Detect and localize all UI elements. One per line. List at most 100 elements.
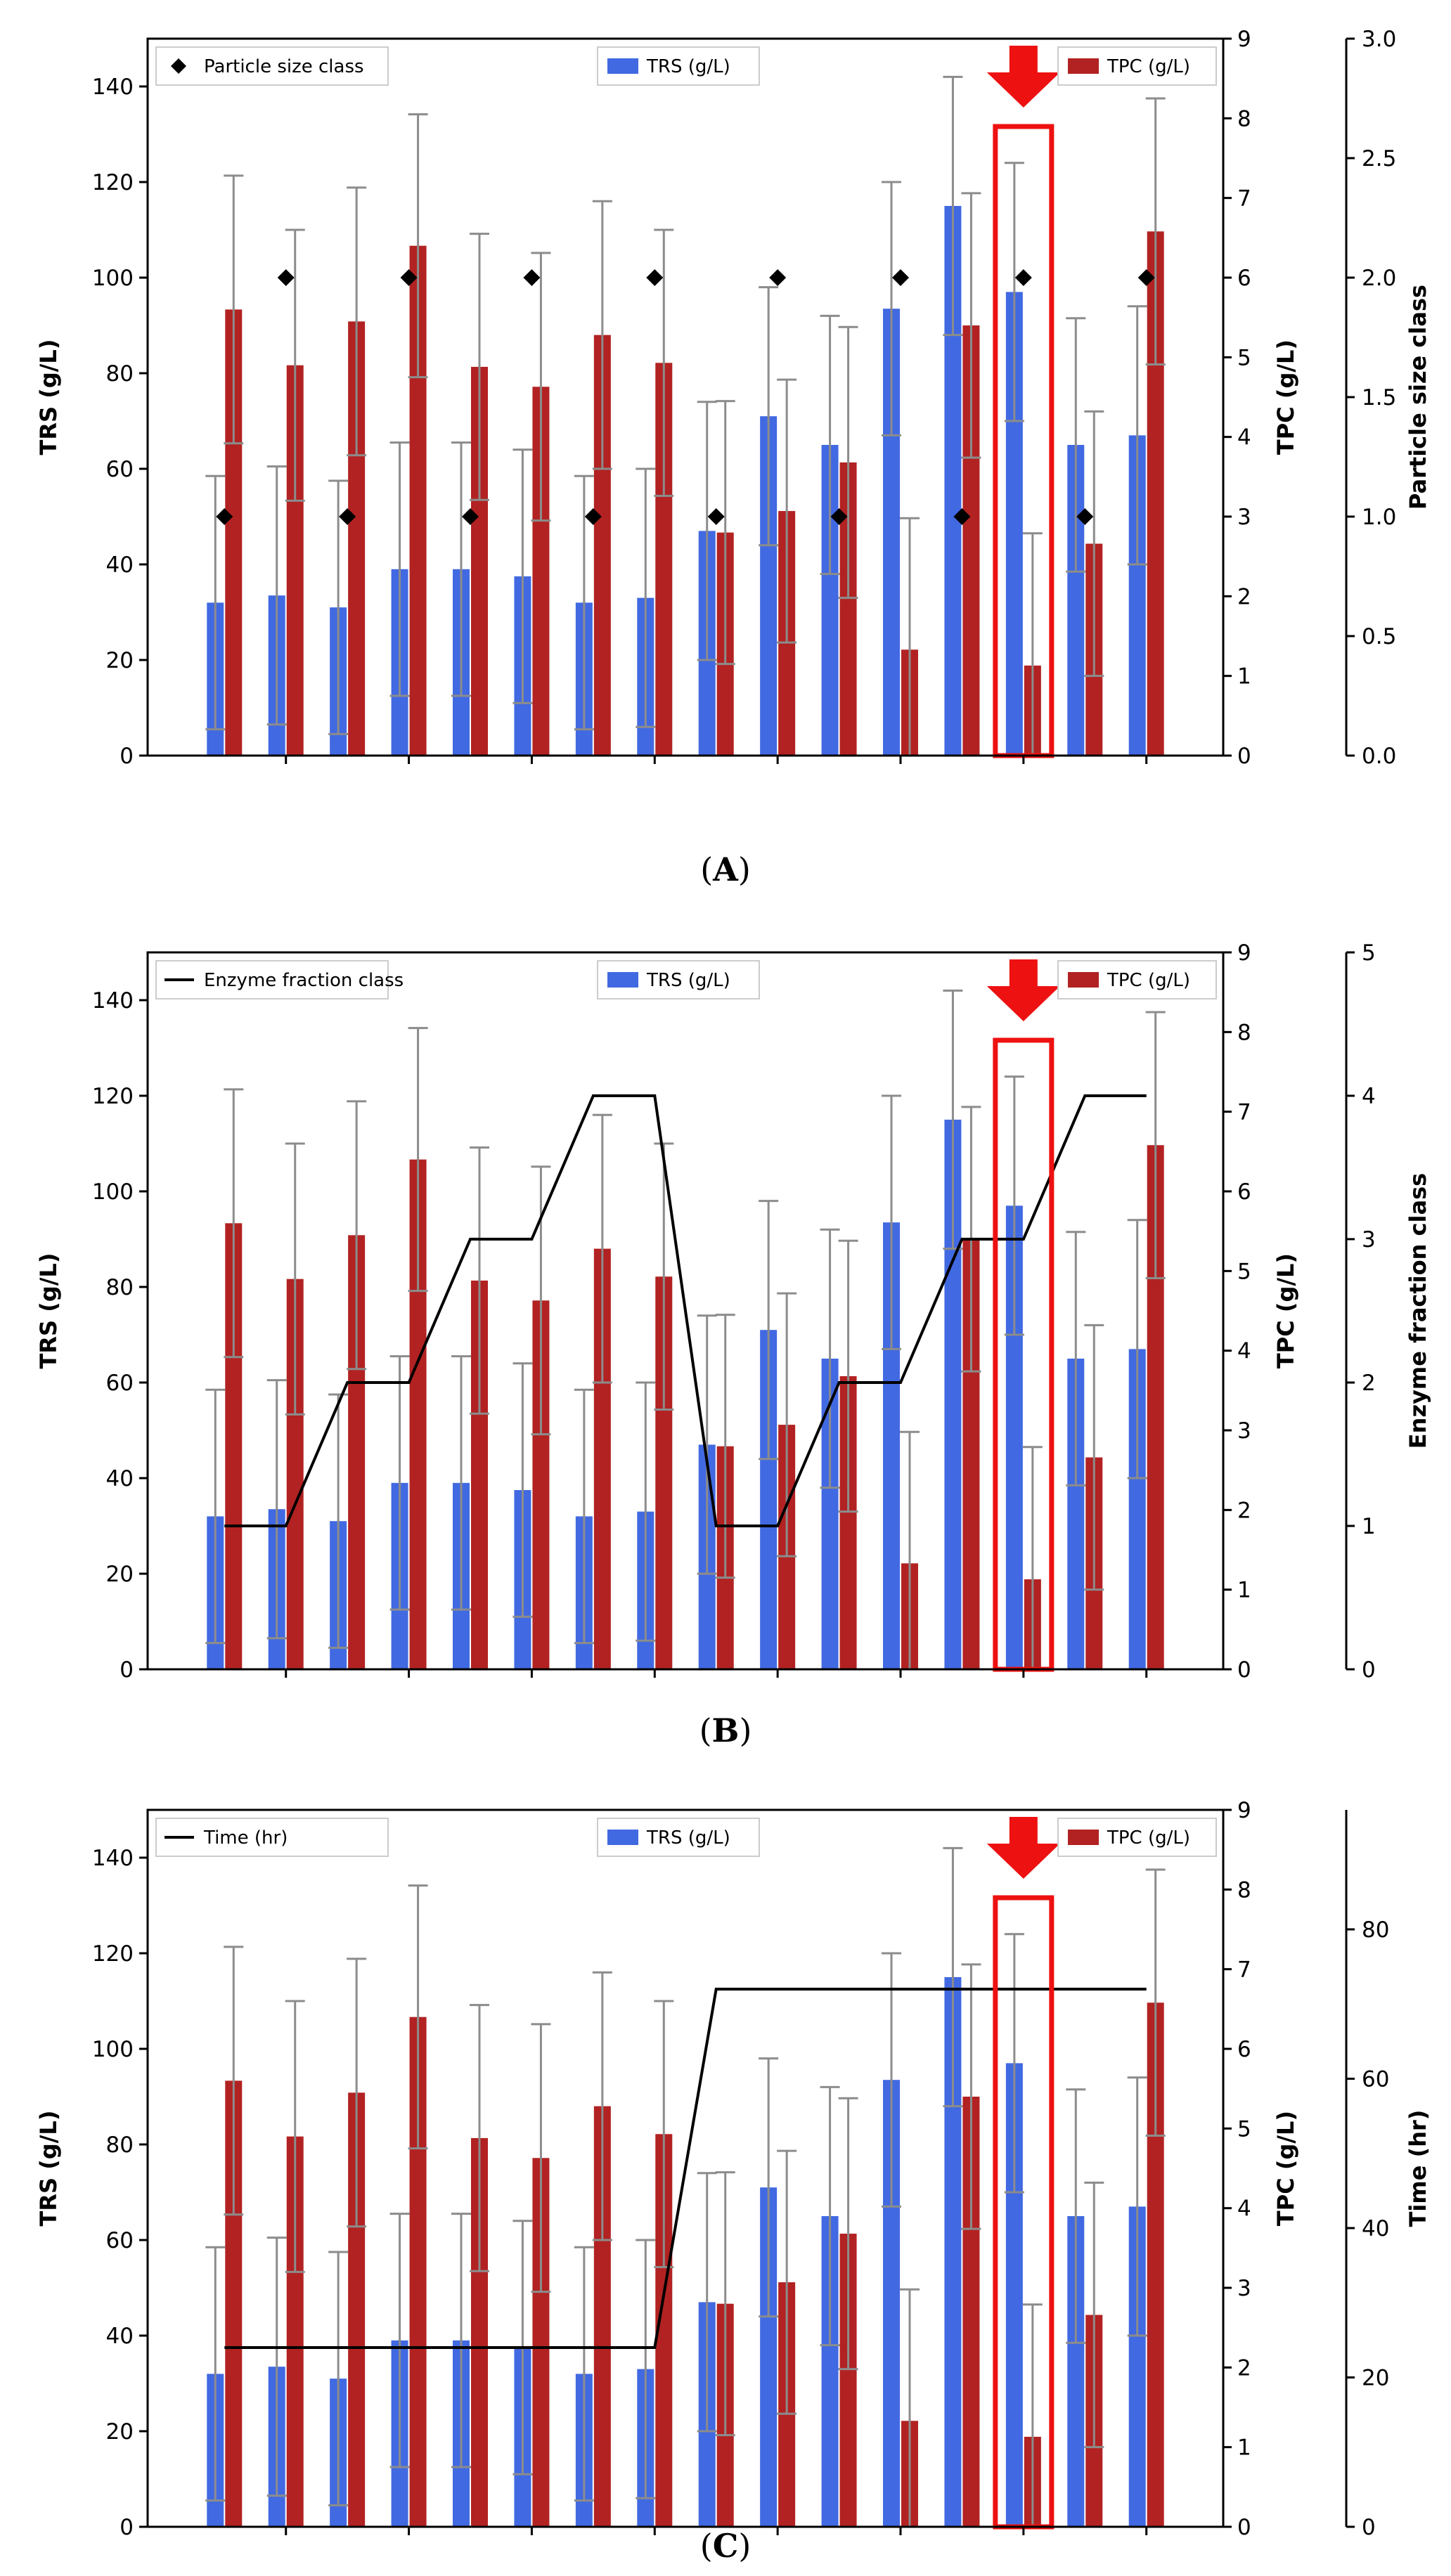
trs-errorbar-a-2 xyxy=(266,465,287,726)
tpc-errorbar-b-9 xyxy=(715,1314,735,1579)
marker-a-14 xyxy=(1014,269,1032,286)
tpc-errorbar-a-8 xyxy=(654,228,674,498)
trs-errorbar-b-12 xyxy=(882,1094,901,1350)
y-axis-title-b: TRS (g/L) xyxy=(35,1253,62,1369)
third-tick-label-a-3.0: 3.0 xyxy=(1362,27,1396,52)
left-tick-label-b-0: 0 xyxy=(120,1657,134,1680)
right-tick-label-c-6: 6 xyxy=(1237,2037,1251,2062)
third-tick-label-c-80: 80 xyxy=(1362,1917,1389,1943)
left-tick-label-a-20: 20 xyxy=(106,648,134,673)
trs-errorbar-a-13 xyxy=(943,75,963,337)
tpc-errorbar-c-2 xyxy=(285,2000,305,2273)
trs-errorbar-c-2 xyxy=(266,2237,287,2497)
tpc-errorbar-a-11 xyxy=(838,325,858,600)
trs-errorbar-c-3 xyxy=(328,2251,349,2506)
right-tick-label-c-2: 2 xyxy=(1237,2355,1251,2381)
right-tick-label-a-1: 1 xyxy=(1237,664,1251,690)
left-tick-label-a-40: 40 xyxy=(106,552,134,578)
marker-a-4 xyxy=(400,269,418,286)
marker-a-9 xyxy=(707,508,725,525)
trs-errorbar-a-15 xyxy=(1066,317,1086,573)
legend-box xyxy=(155,46,389,86)
trs-errorbar-c-9 xyxy=(697,2172,717,2433)
tpc-errorbar-b-16 xyxy=(1145,1011,1166,1280)
tpc-errorbar-c-10 xyxy=(777,2149,797,2415)
third-tick-label-c-20: 20 xyxy=(1362,2366,1389,2391)
trs-errorbar-b-8 xyxy=(636,1381,656,1642)
tpc-errorbar-b-11 xyxy=(838,1239,858,1513)
marker-a-15 xyxy=(1076,508,1094,525)
highlight-box-a xyxy=(993,124,1055,758)
trs-errorbar-b-10 xyxy=(759,1200,779,1461)
legend-marker xyxy=(171,58,186,74)
trs-errorbar-c-16 xyxy=(1127,2076,1147,2337)
marker-a-11 xyxy=(830,508,848,525)
tpc-errorbar-a-2 xyxy=(285,228,305,502)
legend-swatch xyxy=(607,1830,638,1845)
tpc-bar-a-3 xyxy=(348,321,366,756)
legend-label-trs: TRS (g/L) xyxy=(646,56,730,77)
plot-frame-c xyxy=(146,1808,1225,2528)
trs-errorbar-b-3 xyxy=(328,1393,349,1649)
trs-errorbar-b-16 xyxy=(1127,1219,1147,1480)
left-tick-label-a-100: 100 xyxy=(92,266,134,291)
y2-axis-title-c: TPC (g/L) xyxy=(1272,2111,1299,2226)
legend-trs-c: TRS (g/L) xyxy=(597,1818,760,1857)
right-tick-label-b-9: 9 xyxy=(1237,940,1251,966)
marker-a-13 xyxy=(953,508,971,525)
third-tick-label-a-1.5: 1.5 xyxy=(1362,385,1396,410)
tpc-errorbar-c-6 xyxy=(531,2023,551,2293)
legend-label-tpc: TPC (g/L) xyxy=(1107,56,1190,77)
third-tick-label-b-1: 1 xyxy=(1362,1514,1376,1539)
trs-errorbar-c-4 xyxy=(389,2213,410,2468)
third-tick-label-a-1.0: 1.0 xyxy=(1362,505,1396,530)
legend-box xyxy=(155,960,389,999)
trs-errorbar-a-1 xyxy=(205,474,226,731)
tpc-errorbar-a-6 xyxy=(531,252,551,522)
tpc-errorbar-a-10 xyxy=(777,378,797,644)
trs-errorbar-b-2 xyxy=(266,1379,287,1640)
trs-errorbar-b-11 xyxy=(820,1228,840,1489)
third-tick-label-c-40: 40 xyxy=(1362,2216,1389,2241)
trs-errorbar-a-8 xyxy=(636,467,656,728)
tpc-errorbar-b-15 xyxy=(1084,1323,1104,1591)
marker-a-10 xyxy=(769,269,787,286)
right-tick-label-c-8: 8 xyxy=(1237,1877,1251,1903)
tpc-errorbar-b-1 xyxy=(224,1088,244,1359)
right-tick-label-a-6: 6 xyxy=(1237,266,1251,291)
trs-errorbar-b-1 xyxy=(205,1388,226,1645)
left-tick-label-b-40: 40 xyxy=(106,1466,134,1491)
left-tick-label-c-20: 20 xyxy=(106,2419,134,2445)
right-tick-label-a-7: 7 xyxy=(1237,186,1251,212)
trs-errorbar-a-4 xyxy=(389,441,410,697)
third-tick-label-b-4: 4 xyxy=(1362,1084,1376,1109)
tpc-errorbar-b-6 xyxy=(531,1165,551,1436)
left-tick-label-a-0: 0 xyxy=(120,744,134,766)
trs-errorbar-a-16 xyxy=(1127,305,1147,566)
tpc-errorbar-b-8 xyxy=(654,1142,674,1411)
left-tick-label-c-40: 40 xyxy=(106,2324,134,2349)
legend-label-third: Enzyme fraction class xyxy=(204,970,404,991)
right-tick-label-a-2: 2 xyxy=(1237,584,1251,609)
trs-errorbar-a-7 xyxy=(574,474,594,731)
tpc-errorbar-c-16 xyxy=(1145,1868,1166,2137)
right-tick-label-c-9: 9 xyxy=(1237,1798,1251,1823)
marker-a-8 xyxy=(646,269,664,286)
tpc-errorbar-c-1 xyxy=(224,1946,244,2216)
right-tick-label-a-9: 9 xyxy=(1237,27,1251,52)
trs-errorbar-b-15 xyxy=(1066,1231,1086,1487)
y3-axis-title-c: Time (hr) xyxy=(1405,2110,1431,2227)
left-tick-label-c-100: 100 xyxy=(92,2037,134,2062)
tpc-errorbar-a-13 xyxy=(961,192,981,459)
marker-a-7 xyxy=(584,508,602,525)
left-tick-label-b-120: 120 xyxy=(92,1084,134,1109)
y3-axis-title-b: Enzyme fraction class xyxy=(1405,1173,1431,1449)
trs-errorbar-a-11 xyxy=(820,314,840,576)
trs-errorbar-b-4 xyxy=(389,1355,410,1611)
tpc-errorbar-b-3 xyxy=(347,1100,367,1371)
right-tick-label-b-0: 0 xyxy=(1237,1657,1251,1680)
panel-label-c: (C) xyxy=(699,2527,752,2565)
trs-errorbar-b-6 xyxy=(512,1362,533,1618)
legend-label-third: Time (hr) xyxy=(203,1827,288,1849)
y2-axis-title-a: TPC (g/L) xyxy=(1272,339,1299,455)
